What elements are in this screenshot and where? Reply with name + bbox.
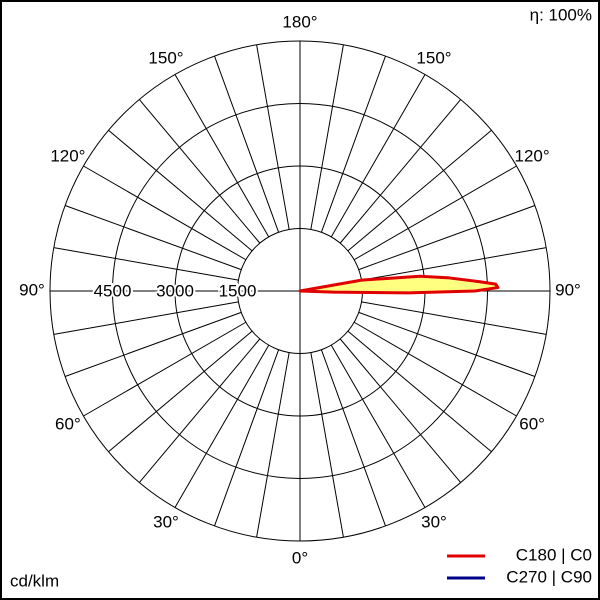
spoke <box>358 205 536 271</box>
spoke <box>353 165 517 261</box>
spoke <box>83 321 247 417</box>
legend-label: C270 | C90 <box>506 567 592 586</box>
angle-label: 120° <box>50 146 85 165</box>
spoke <box>214 349 280 527</box>
unit-label: cd/klm <box>10 571 59 590</box>
spoke <box>310 44 344 230</box>
spoke <box>174 74 270 238</box>
spoke <box>330 344 426 508</box>
spoke <box>347 330 492 453</box>
spoke <box>361 301 547 335</box>
spoke <box>320 349 386 527</box>
r-tick-label: 4500 <box>94 281 132 300</box>
spoke <box>330 74 426 238</box>
spoke <box>53 301 239 335</box>
spoke <box>64 205 242 271</box>
angle-label: 60° <box>55 414 81 433</box>
curve <box>298 274 500 295</box>
spoke <box>138 338 261 483</box>
spoke <box>108 330 253 453</box>
angle-label: 150° <box>148 48 183 67</box>
spoke <box>256 44 290 230</box>
spoke <box>339 338 462 483</box>
spoke <box>83 165 247 261</box>
angle-label: 180° <box>282 12 317 31</box>
angle-label: 0° <box>292 548 308 567</box>
spoke <box>347 129 492 252</box>
spoke <box>320 55 386 233</box>
spoke <box>64 311 242 377</box>
spoke <box>358 311 536 377</box>
spoke <box>53 247 239 281</box>
spoke <box>353 321 517 417</box>
spoke <box>361 247 547 281</box>
r-tick-label: 3000 <box>156 281 194 300</box>
spoke <box>214 55 280 233</box>
spoke <box>174 344 270 508</box>
spoke <box>310 352 344 538</box>
legend-label: C180 | C0 <box>516 545 592 564</box>
angle-label: 150° <box>416 48 451 67</box>
angle-label: 30° <box>153 513 179 532</box>
spoke <box>108 129 253 252</box>
angle-label: 90° <box>19 280 45 299</box>
efficiency-label: η: 100% <box>530 5 592 24</box>
r-tick-label: 1500 <box>219 281 257 300</box>
spoke <box>138 99 261 244</box>
spoke <box>339 99 462 244</box>
spoke <box>256 352 290 538</box>
angle-label: 30° <box>421 513 447 532</box>
angle-label: 120° <box>515 146 550 165</box>
angle-label: 60° <box>519 414 545 433</box>
angle-label: 90° <box>555 280 581 299</box>
